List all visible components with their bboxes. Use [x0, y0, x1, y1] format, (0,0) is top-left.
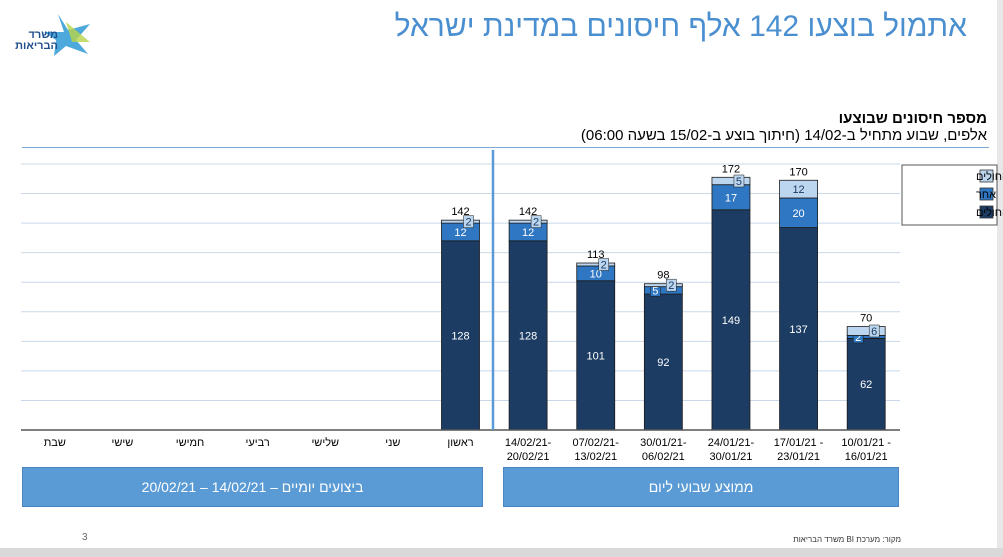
source-note: מקור: מערכת BI משרד הבריאות — [793, 535, 901, 544]
bar-value-label: 12 — [792, 184, 804, 196]
bar-value-label-box — [463, 215, 474, 228]
bar-total-label: 172 — [722, 163, 740, 175]
x-tick-label: 10/01/21 -16/01/21 — [841, 437, 891, 463]
chart-title: מספר חיסונים שבוצעו — [838, 110, 987, 127]
bar-segment — [643, 286, 683, 295]
bar-value-label: 101 — [587, 350, 605, 362]
bar-value-label-box — [666, 278, 677, 292]
bar-total-label: 170 — [789, 166, 807, 178]
x-tick-label: שישי — [112, 437, 134, 449]
page-title: אתמול בוצעו 142 אלף חיסונים במדינת ישראל — [394, 10, 967, 43]
bar-segment — [508, 219, 548, 224]
x-tick-label: שני — [385, 437, 400, 449]
page-number: 3 — [82, 532, 88, 543]
legend-label: בתי החולים — [976, 170, 1003, 183]
bar-value-label: 12 — [454, 227, 466, 239]
bar-value-label-box — [598, 258, 609, 271]
bar-value-label: 137 — [789, 324, 807, 336]
weekly-banner: ממוצע שבועי ליום — [503, 467, 899, 507]
bar-segment — [711, 176, 751, 186]
bar-segment — [441, 240, 480, 431]
star-logo-icon — [44, 14, 90, 56]
x-tick-label: רביעי — [246, 437, 270, 449]
x-tick-label: 07/02/21-13/02/21 — [572, 437, 619, 463]
legend-swatch — [979, 187, 994, 201]
x-tick-label: 14/02/21-20/02/21 — [505, 437, 552, 463]
x-tick-label: שלישי — [311, 436, 339, 449]
x-tick-label: 24/01/21-30/01/21 — [708, 437, 755, 463]
x-tick-label: 17/01/21 -23/01/21 — [774, 437, 824, 463]
bar-value-label: 2 — [533, 217, 539, 229]
legend-label: אחר — [976, 189, 996, 201]
bar-segment — [441, 219, 480, 224]
ministry-of-health-logo: משרד הבריאות — [10, 12, 95, 57]
bar-segment — [508, 240, 548, 431]
bar-segment — [779, 227, 818, 431]
bar-segment — [846, 335, 886, 339]
bar-value-label: 2 — [465, 217, 471, 229]
bar-segment — [846, 326, 886, 336]
bar-total-label: 113 — [587, 249, 605, 261]
legend-label: קופות החולים — [976, 206, 1003, 219]
bar-value-label: 128 — [451, 330, 469, 342]
bar-value-label: 10 — [590, 268, 602, 280]
bar-total-label: 142 — [519, 206, 537, 218]
x-tick-label: חמישי — [176, 437, 205, 449]
bar-value-label: 5 — [652, 285, 658, 297]
bar-total-label: 142 — [451, 206, 469, 218]
bar-segment — [711, 184, 751, 211]
x-tick-label: ראשון — [447, 437, 473, 449]
bar-value-label: 62 — [860, 379, 872, 391]
bar-segment — [576, 262, 616, 267]
bar-segment — [643, 283, 683, 288]
bar-value-label: 2 — [855, 332, 861, 344]
bar-total-label: 70 — [860, 313, 872, 325]
bar-value-label-box — [868, 324, 880, 338]
bar-value-label: 12 — [522, 227, 534, 239]
bar-segment — [576, 280, 616, 431]
logo-text: משרד הבריאות — [15, 29, 58, 52]
chart-subtitle: אלפים, שבוע מתחיל ב-14/02 (חיתוך בוצע ב-… — [580, 127, 987, 144]
title-rule — [22, 147, 989, 148]
bottom-bar — [0, 548, 1003, 557]
bar-value-label: 149 — [722, 315, 740, 327]
bar-segment — [779, 179, 818, 199]
bar-value-label-box — [733, 174, 745, 188]
bar-value-label: 92 — [657, 357, 669, 369]
bar-value-label: 128 — [519, 330, 537, 342]
bar-total-label: 98 — [657, 270, 669, 282]
bar-value-label: 17 — [725, 192, 737, 204]
x-tick-label: שבת — [44, 437, 66, 449]
bar-segment — [846, 337, 886, 431]
bar-value-label: 2 — [601, 259, 607, 271]
bar-segment — [779, 197, 818, 228]
daily-banner: ביצועים יומיים – 14/02/21 – 20/02/21 — [22, 467, 483, 507]
bar-value-label: 6 — [871, 326, 877, 338]
bar-value-label-box — [530, 215, 542, 228]
legend-swatch — [979, 169, 994, 183]
bar-value-label: 5 — [736, 176, 742, 188]
legend-swatch — [979, 205, 994, 219]
bar-value-label: 20 — [792, 208, 804, 220]
x-tick-label: 30/01/21-06/02/21 — [640, 437, 687, 463]
bar-value-label: 2 — [668, 280, 674, 292]
bar-segment — [643, 293, 683, 431]
bar-segment — [711, 209, 751, 431]
